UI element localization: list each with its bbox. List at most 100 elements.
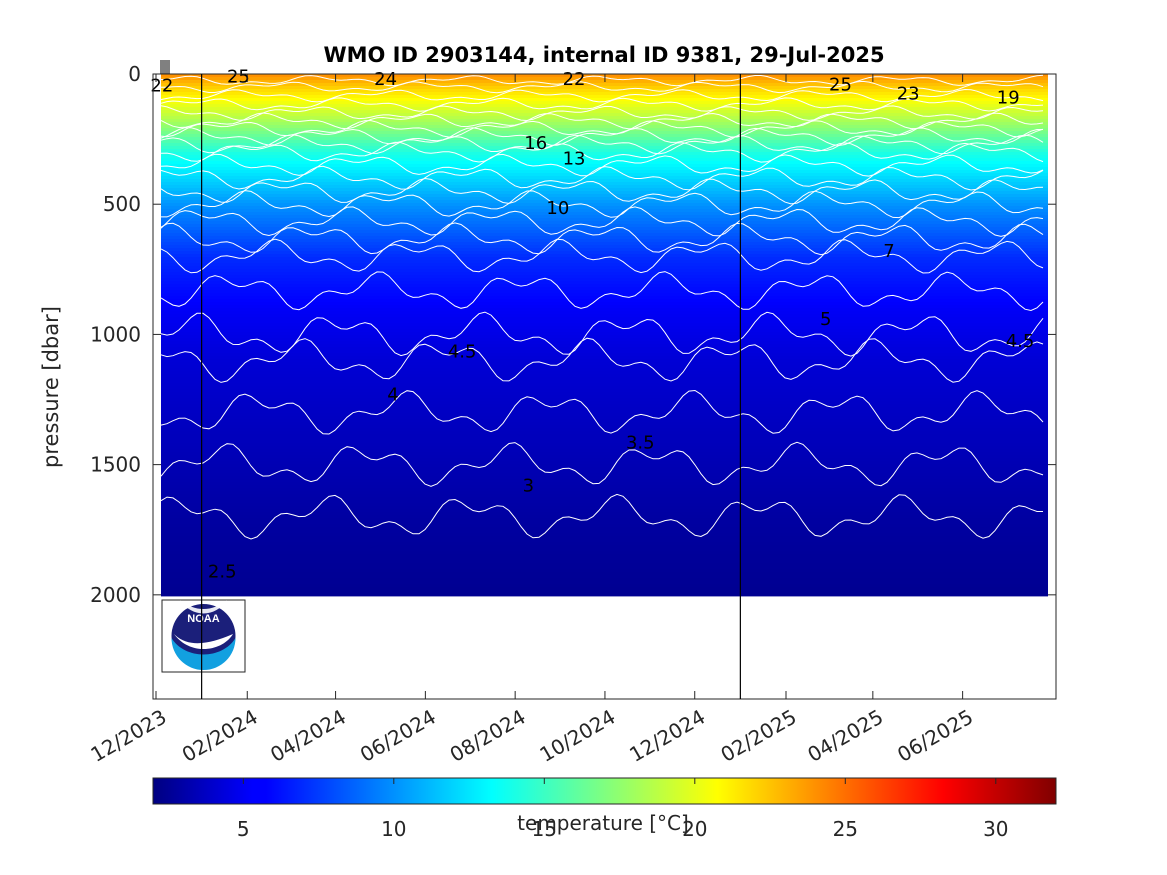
temperature-band — [161, 359, 1048, 363]
temperature-band — [161, 545, 1048, 549]
temperature-band — [161, 185, 1048, 189]
isotherm-line — [160, 238, 1044, 274]
temperature-band — [161, 215, 1048, 219]
temperature-band — [161, 299, 1048, 303]
temperature-band — [161, 566, 1048, 570]
y-tick-label: 1500 — [90, 453, 141, 477]
temperature-band — [161, 395, 1048, 399]
temperature-band — [161, 440, 1048, 444]
x-tick-label: 02/2025 — [717, 705, 801, 767]
temperature-band — [161, 563, 1048, 567]
temperature-band — [161, 296, 1048, 300]
x-tick-label: 04/2024 — [266, 705, 350, 767]
temperature-band — [161, 488, 1048, 492]
temperature-band — [161, 236, 1048, 240]
temperature-band — [161, 323, 1048, 327]
temperature-band — [161, 428, 1048, 432]
temperature-band — [161, 266, 1048, 270]
isotherm-line — [160, 127, 1043, 147]
temperature-band — [161, 329, 1048, 333]
temperature-band — [161, 260, 1048, 264]
temperature-band — [161, 506, 1048, 510]
chart-title: WMO ID 2903144, internal ID 9381, 29-Jul… — [323, 43, 884, 67]
temperature-band — [161, 86, 1048, 90]
colorbar-tick-label: 25 — [833, 817, 858, 841]
isotherm-line — [160, 88, 1044, 103]
temperature-band — [161, 578, 1048, 582]
temperature-band — [161, 149, 1048, 153]
y-tick-label: 500 — [103, 192, 141, 216]
temperature-band — [161, 332, 1048, 336]
temperature-band — [161, 467, 1048, 471]
contour-label: 23 — [897, 84, 920, 105]
temperature-band — [161, 146, 1048, 150]
temperature-band — [161, 254, 1048, 258]
temperature-band — [161, 425, 1048, 429]
temperature-band — [161, 209, 1048, 213]
temperature-band — [161, 281, 1048, 285]
temperature-band — [161, 221, 1048, 225]
temperature-band — [161, 413, 1048, 417]
y-axis-label: pressure [dbar] — [39, 306, 63, 468]
temperature-band — [161, 380, 1048, 384]
isotherm-line — [160, 97, 1044, 112]
temperature-band — [161, 356, 1048, 360]
temperature-band — [161, 560, 1048, 564]
temperature-band — [161, 344, 1048, 348]
x-tick-label: 08/2024 — [446, 705, 530, 767]
temperature-band — [161, 335, 1048, 339]
isotherm-contours — [160, 74, 1044, 540]
isotherm-line — [160, 112, 1044, 130]
temperature-band — [161, 368, 1048, 372]
temperature-band — [161, 239, 1048, 243]
temperature-band — [161, 83, 1048, 87]
temperature-band — [161, 284, 1048, 288]
temperature-band — [161, 530, 1048, 534]
temperature-band — [161, 521, 1048, 525]
temperature-band — [161, 575, 1048, 579]
temperature-band — [161, 587, 1048, 591]
temperature-band — [161, 389, 1048, 393]
temperature-band — [161, 125, 1048, 129]
temperature-band — [161, 314, 1048, 318]
temperature-band — [161, 122, 1048, 126]
temperature-band — [161, 443, 1048, 447]
temperature-band — [161, 500, 1048, 504]
temperature-band — [161, 542, 1048, 546]
temperature-band — [161, 116, 1048, 120]
temperature-band — [161, 326, 1048, 330]
colorbar-label: temperature [°C] — [517, 811, 689, 835]
y-tick-label: 0 — [128, 62, 141, 86]
contour-label: 4.5 — [448, 341, 477, 362]
temperature-band — [161, 347, 1048, 351]
temperature-band — [161, 554, 1048, 558]
temperature-band — [161, 200, 1048, 204]
contour-label: 2.5 — [208, 561, 237, 582]
temperature-band — [161, 593, 1048, 597]
year-boundary-lines — [201, 74, 741, 699]
temperature-band — [161, 419, 1048, 423]
temperature-band — [161, 461, 1048, 465]
temperature-band — [161, 476, 1048, 480]
isotherm-line — [160, 74, 1044, 87]
isotherm-line — [160, 134, 1044, 155]
temperature-band — [161, 227, 1048, 231]
temperature-band — [161, 482, 1048, 486]
temperature-band — [161, 287, 1048, 291]
temperature-band — [161, 527, 1048, 531]
x-tick-label: 12/2024 — [625, 705, 709, 767]
contour-label: 13 — [563, 149, 586, 170]
temperature-band — [161, 539, 1048, 543]
temperature-band — [161, 89, 1048, 93]
temperature-band — [161, 161, 1048, 165]
temperature-band — [161, 275, 1048, 279]
temperature-band — [161, 422, 1048, 426]
profile-date-marks — [160, 60, 170, 74]
temperature-band — [161, 485, 1048, 489]
temperature-band — [161, 269, 1048, 273]
temperature-band — [161, 212, 1048, 216]
colorbar-tick-label: 15 — [532, 817, 557, 841]
isotherm-line — [160, 311, 1044, 357]
y-axis: 0 500 1000 1500 2000 — [90, 62, 1056, 607]
